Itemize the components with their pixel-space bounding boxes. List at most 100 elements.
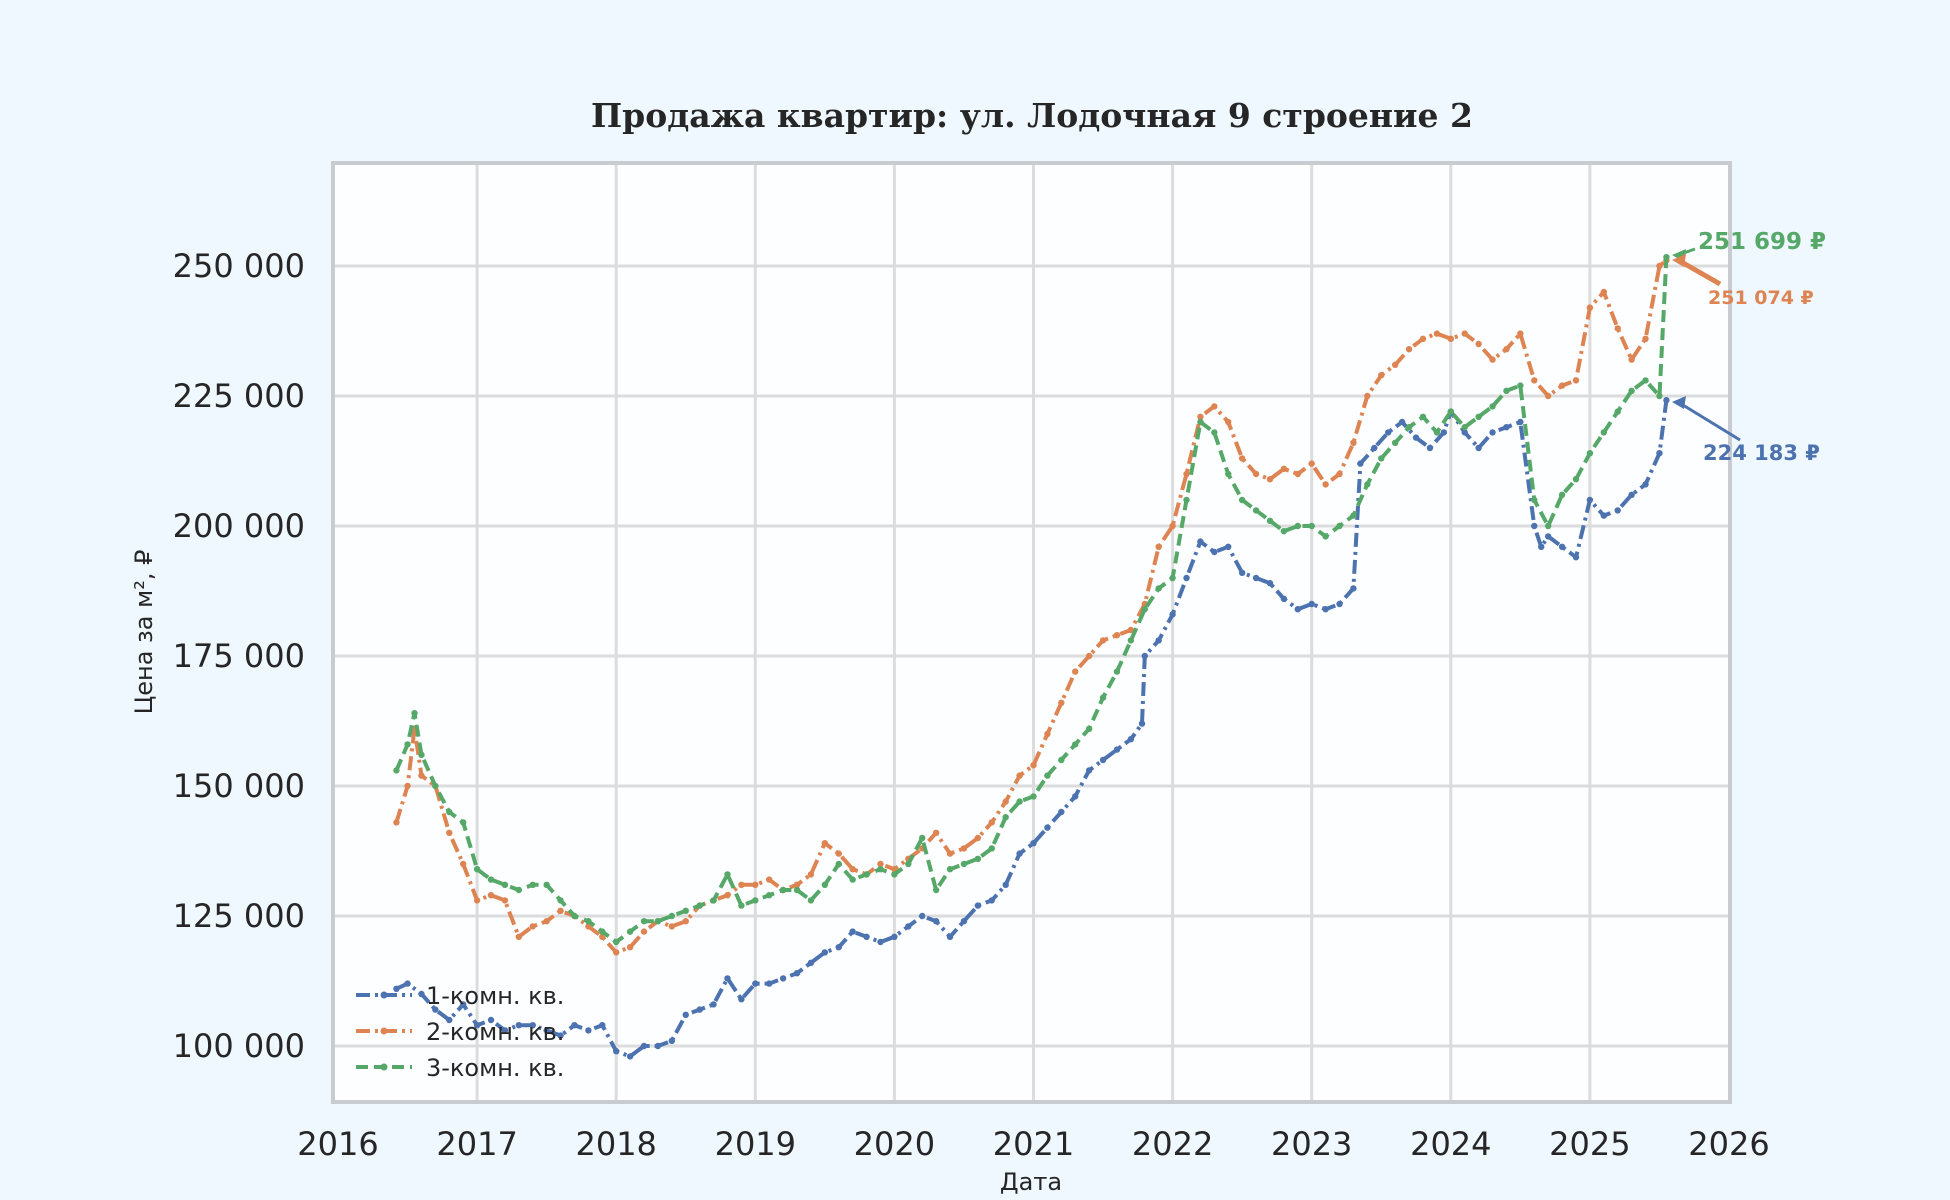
data-point bbox=[1099, 694, 1107, 701]
data-point bbox=[1252, 507, 1260, 514]
data-point bbox=[835, 860, 842, 868]
data-point bbox=[1225, 470, 1232, 478]
data-point bbox=[1412, 434, 1420, 441]
data-point bbox=[1663, 397, 1670, 404]
data-point bbox=[626, 944, 634, 951]
data-point bbox=[473, 1021, 481, 1029]
data-point bbox=[529, 881, 536, 888]
data-point bbox=[515, 933, 523, 940]
plot-area bbox=[331, 161, 1732, 1104]
data-point bbox=[1211, 429, 1218, 436]
data-point bbox=[1628, 387, 1635, 394]
data-point bbox=[599, 928, 606, 935]
data-point bbox=[1238, 455, 1246, 462]
data-point bbox=[1016, 798, 1023, 805]
data-point bbox=[946, 933, 954, 940]
data-point bbox=[821, 881, 829, 888]
series-line bbox=[394, 257, 1669, 944]
data-point bbox=[1461, 330, 1468, 337]
data-point bbox=[1099, 756, 1107, 764]
data-point bbox=[654, 1042, 662, 1050]
data-point bbox=[1614, 408, 1621, 415]
data-point bbox=[1016, 772, 1023, 779]
data-point bbox=[919, 834, 926, 842]
data-point bbox=[905, 923, 912, 930]
data-point bbox=[877, 860, 884, 868]
data-point bbox=[1141, 606, 1148, 613]
data-point bbox=[1558, 491, 1566, 498]
data-point bbox=[1628, 356, 1635, 363]
data-point bbox=[1489, 403, 1496, 410]
data-point bbox=[1558, 382, 1566, 389]
data-point bbox=[1531, 496, 1538, 504]
data-point bbox=[487, 892, 495, 899]
legend-label: 2-комн. кв. bbox=[426, 1018, 564, 1046]
legend-marker bbox=[380, 1027, 388, 1035]
data-point bbox=[1433, 429, 1441, 436]
data-point bbox=[1398, 418, 1406, 426]
data-point bbox=[1544, 522, 1552, 530]
data-point bbox=[988, 845, 995, 852]
data-point bbox=[766, 892, 773, 899]
data-point bbox=[1642, 377, 1649, 384]
data-point bbox=[682, 918, 689, 925]
data-point bbox=[1371, 444, 1378, 452]
data-point bbox=[487, 1016, 495, 1024]
data-point bbox=[1197, 413, 1204, 420]
data-point bbox=[766, 876, 773, 883]
data-point bbox=[1663, 253, 1670, 261]
data-point bbox=[807, 897, 815, 904]
data-point bbox=[1127, 626, 1135, 634]
data-point bbox=[1656, 392, 1663, 400]
data-point bbox=[974, 855, 982, 862]
data-point bbox=[1266, 476, 1274, 483]
axis-ticks: 2016 2017 2018 2019 2020 2021 2022 2023 2024 2025… bbox=[173, 247, 1770, 1163]
data-point bbox=[1308, 522, 1315, 530]
data-point bbox=[640, 918, 648, 925]
arrow-head-icon bbox=[1672, 254, 1686, 267]
y-axis-label: Цена за м², ₽ bbox=[130, 550, 158, 715]
data-point bbox=[682, 1011, 689, 1018]
data-point bbox=[1600, 288, 1608, 296]
y-tick-label: 125 000 bbox=[173, 897, 305, 935]
series-line bbox=[395, 399, 1669, 1059]
data-point bbox=[738, 902, 745, 909]
data-point bbox=[905, 860, 912, 868]
data-point bbox=[1155, 543, 1162, 550]
data-point bbox=[1475, 444, 1482, 452]
data-point bbox=[529, 923, 536, 930]
legend-label: 3-комн. кв. bbox=[426, 1054, 564, 1082]
data-point bbox=[738, 996, 745, 1003]
data-point bbox=[418, 751, 425, 758]
data-point bbox=[1072, 668, 1079, 675]
data-point bbox=[807, 871, 815, 878]
data-point bbox=[1572, 554, 1580, 561]
legend-marker bbox=[380, 1063, 388, 1071]
data-point bbox=[960, 845, 968, 852]
data-point bbox=[974, 834, 982, 842]
data-point bbox=[1336, 470, 1343, 478]
data-point bbox=[891, 933, 898, 940]
data-point bbox=[1280, 465, 1288, 472]
data-point bbox=[668, 912, 676, 920]
legend: 1-комн. кв. 2-комн. кв. 3-комн. кв. bbox=[356, 982, 564, 1082]
data-point bbox=[613, 949, 620, 956]
x-tick-label: 2017 bbox=[436, 1125, 517, 1163]
annotation-arrow bbox=[1676, 257, 1722, 287]
data-point bbox=[1572, 476, 1580, 483]
data-point bbox=[1308, 460, 1315, 467]
data-point bbox=[724, 871, 731, 878]
data-point bbox=[1517, 330, 1524, 337]
data-point bbox=[1252, 574, 1260, 582]
data-point bbox=[1113, 746, 1121, 753]
data-point bbox=[404, 741, 411, 748]
data-point bbox=[1614, 325, 1621, 332]
data-point bbox=[393, 767, 400, 774]
x-tick-label: 2020 bbox=[854, 1125, 935, 1163]
data-point bbox=[1030, 793, 1037, 800]
data-point bbox=[557, 897, 564, 904]
data-point bbox=[1600, 429, 1608, 436]
data-point bbox=[1044, 772, 1051, 779]
data-point bbox=[1225, 418, 1232, 426]
data-point bbox=[432, 1006, 439, 1013]
